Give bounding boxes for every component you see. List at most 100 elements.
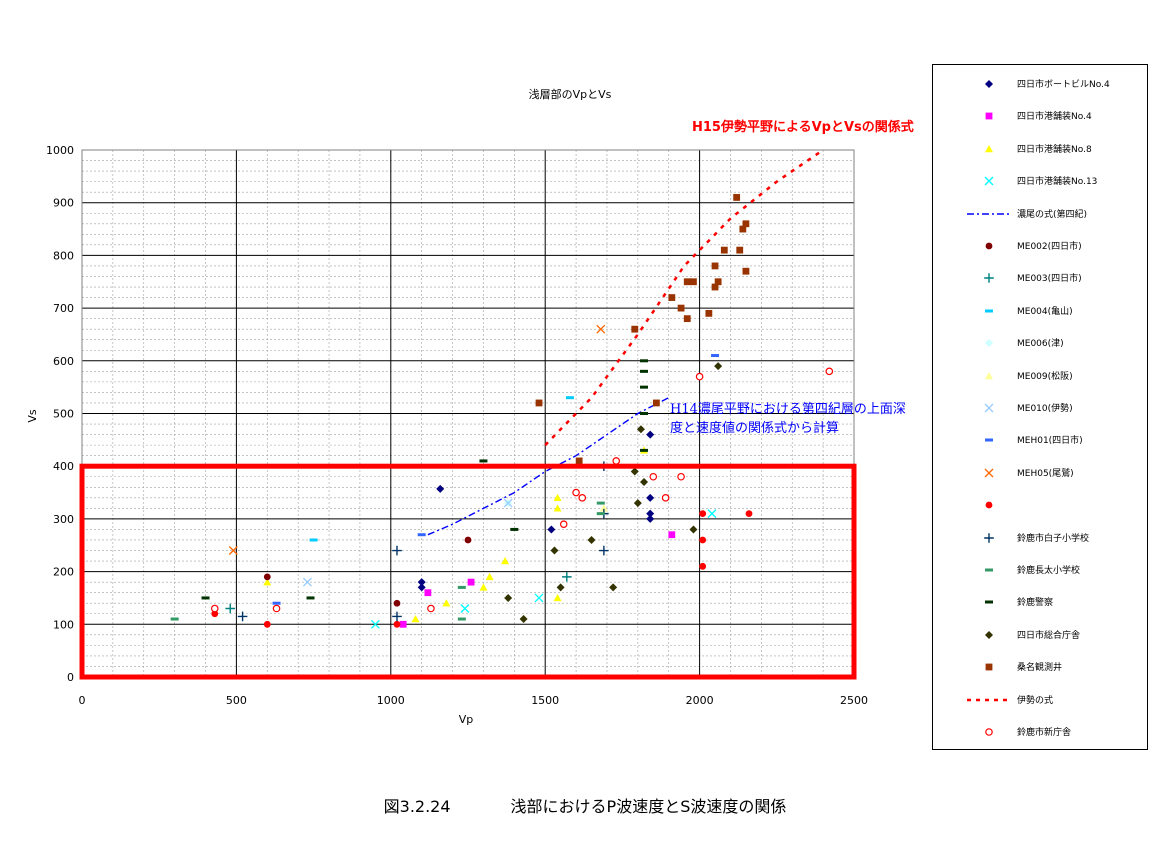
data-point-18: [677, 304, 685, 312]
data-point-15: [457, 585, 466, 589]
data-point-11: [711, 354, 720, 358]
legend-label: 鈴鹿長太小学校: [1017, 566, 1081, 576]
data-point-18: [683, 315, 691, 323]
legend-item: MEH05(尾鷲): [933, 463, 1149, 483]
legend-label: 鈴鹿市白子小学校: [1017, 533, 1090, 544]
legend-label: ME006(津): [1017, 339, 1064, 350]
legend-item: ME003(四日市): [933, 268, 1149, 288]
legend-swatch: [985, 438, 993, 442]
data-point-0: [436, 484, 445, 493]
legend-swatch: [984, 176, 994, 186]
data-point-14: [599, 545, 609, 556]
legend-item: 鈴鹿長太小学校: [933, 560, 1149, 580]
data-point-20: [559, 520, 568, 528]
legend-marker: [985, 339, 993, 348]
data-point-16: [640, 385, 649, 389]
data-point-2: [501, 557, 510, 565]
data-point-0: [646, 493, 655, 502]
data-point-13: [393, 620, 401, 628]
data-point-13: [263, 620, 271, 628]
scatter-chart: 0 500 1000 1500 2000 2500 0 100 200 300 400 500 600…: [26, 87, 869, 726]
legend-marker: [984, 273, 994, 284]
data-point-20: [427, 604, 435, 613]
legend-marker: [984, 176, 994, 186]
legend-item: 桑名観測井: [933, 657, 1149, 677]
legend-label: 四日市港舗装No.13: [1017, 177, 1098, 188]
data-point-13: [699, 536, 707, 544]
legend-marker: [984, 403, 994, 413]
data-point-16: [510, 527, 519, 531]
legend-swatch: [985, 242, 993, 250]
data-point-18: [742, 220, 750, 228]
data-point-16: [640, 369, 649, 373]
legend-label: 伊勢の式: [1017, 695, 1054, 706]
data-point-17: [587, 535, 596, 544]
legend: 四日市ボートビルNo.4 四日市港舗装No.4 四日市港舗装No.8 四日市港舗装No…: [932, 64, 1148, 750]
legend-swatch: [984, 403, 994, 413]
data-point-20: [661, 494, 670, 502]
data-point-16: [640, 412, 649, 415]
y-axis-ticks: 0 100 200 300 400 500 600 700 800 900 1000: [46, 144, 74, 684]
data-point-20: [677, 472, 685, 481]
legend-item: ME002(四日市): [933, 236, 1149, 256]
data-point-18: [742, 267, 750, 275]
legend-marker: [985, 242, 993, 250]
y-tick-label: 1000: [46, 144, 74, 157]
y-tick-label: 0: [67, 671, 74, 684]
data-point-16: [306, 596, 315, 600]
data-point-0: [646, 514, 655, 523]
legend-marker: [985, 144, 993, 152]
x-axis-ticks: 0 500 1000 1500 2000 2500: [79, 694, 869, 707]
data-point-2: [553, 504, 562, 512]
data-point-17: [633, 499, 642, 508]
data-point-18: [714, 278, 722, 286]
data-point-18: [575, 457, 583, 465]
legend-item: ME006(津): [933, 333, 1149, 353]
data-point-17: [504, 593, 513, 602]
data-point-20: [612, 457, 621, 465]
data-point-14: [392, 611, 402, 622]
data-point-14: [392, 545, 402, 556]
y-tick-label: 800: [53, 249, 74, 262]
legend-item: ME004(亀山): [933, 301, 1149, 321]
legend-swatch: [985, 309, 993, 313]
y-tick-label: 700: [53, 302, 74, 315]
x-tick-label: 2000: [686, 694, 714, 707]
legend-item: 鈴鹿警察: [933, 592, 1149, 612]
ise-formula-annotation: H15伊勢平野によるVpとVsの関係式: [692, 120, 914, 135]
data-point-13: [211, 610, 219, 618]
highlight-box: [79, 463, 857, 680]
legend-marker: [985, 438, 993, 442]
data-point-17: [714, 362, 723, 371]
data-point-20: [210, 604, 219, 613]
legend-marker: [984, 532, 994, 543]
legend-label: 桑名観測井: [1017, 663, 1063, 674]
legend-item: 濃尾の式(第四紀): [933, 204, 1149, 224]
legend-swatch: [985, 728, 993, 736]
legend-label: ME009(松阪): [1017, 371, 1073, 382]
data-point-15: [170, 617, 179, 621]
data-point-17: [689, 525, 698, 534]
data-point-2: [411, 615, 420, 623]
data-point-18: [711, 283, 719, 291]
legend-swatch: [985, 339, 993, 348]
data-point-20: [572, 488, 580, 497]
y-tick-label: 100: [53, 618, 74, 631]
minor-grid: [82, 150, 854, 677]
y-tick-label: 300: [53, 513, 74, 526]
x-tick-label: 2500: [840, 694, 868, 707]
legend-swatch: [985, 112, 993, 120]
legend-swatch: [985, 80, 993, 88]
data-point-18: [683, 278, 691, 286]
figure-caption-text: 浅部におけるP波速度とS波速度の関係: [510, 797, 787, 816]
data-point-15: [457, 617, 466, 621]
legend-swatch: [967, 212, 1011, 215]
data-point-3: [707, 509, 717, 519]
data-point-15: [596, 501, 605, 505]
data-point-11: [272, 601, 281, 605]
data-point-12: [228, 546, 238, 555]
data-point-6: [562, 572, 572, 582]
legend-marker: [984, 468, 994, 478]
data-point-15: [596, 512, 605, 516]
data-point-2: [553, 593, 562, 602]
